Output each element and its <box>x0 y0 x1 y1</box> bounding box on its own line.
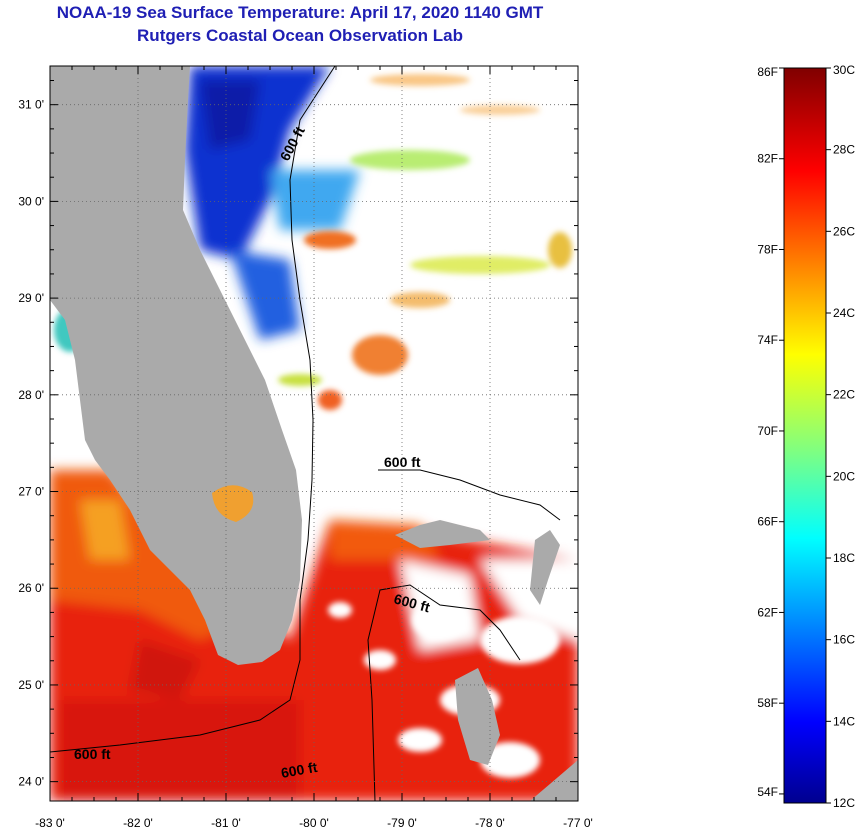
land <box>50 66 578 801</box>
lake-okeechobee <box>212 485 254 522</box>
cold-water-region <box>185 66 360 340</box>
lat-label: 27 0' <box>18 485 44 499</box>
contour-label-600ft: 600 ft <box>280 759 319 781</box>
fahrenheit-label: 58F <box>757 696 778 710</box>
lon-label: -79 0' <box>387 816 417 830</box>
offshore-patches <box>54 74 572 521</box>
fahrenheit-label: 86F <box>757 65 778 79</box>
lat-label: 24 0' <box>18 775 44 789</box>
cuba-coast <box>530 760 578 801</box>
isobath-600ft <box>50 66 561 801</box>
lon-label: -81 0' <box>211 816 241 830</box>
map-subtitle: Rutgers Coastal Ocean Observation Lab <box>137 26 463 45</box>
lat-label: 25 0' <box>18 678 44 692</box>
fahrenheit-label: 66F <box>757 515 778 529</box>
celsius-label: 28C <box>833 143 855 157</box>
celsius-label: 16C <box>833 633 855 647</box>
fahrenheit-label: 54F <box>757 785 778 799</box>
grand-bahama <box>395 520 490 548</box>
colorbar-gradient <box>783 67 827 804</box>
fahrenheit-label: 82F <box>757 152 778 166</box>
celsius-label: 20C <box>833 469 855 483</box>
celsius-label: 26C <box>833 224 855 238</box>
celsius-label: 22C <box>833 388 855 402</box>
map-title: NOAA-19 Sea Surface Temperature: April 1… <box>56 3 544 22</box>
fahrenheit-label: 62F <box>757 605 778 619</box>
colorbar-labels: 30C 28C 26C 24C 22C 20C 18C 16C 14C 12C 86F 82F 78F 7… <box>757 63 855 810</box>
fahrenheit-label: 78F <box>757 242 778 256</box>
lon-label: -83 0' <box>35 816 65 830</box>
contour-label-600ft: 600 ft <box>74 746 111 762</box>
axis-labels: -83 0' -82 0' -81 0' -80 0' -79 0' -78 0' -77 … <box>18 98 592 830</box>
lon-label: -82 0' <box>123 816 153 830</box>
map-frame <box>49 65 579 802</box>
lon-label: -80 0' <box>299 816 329 830</box>
lon-label: -77 0' <box>563 816 593 830</box>
contour-label-600ft: 600 ft <box>384 454 421 470</box>
warm-water-region <box>50 470 578 801</box>
celsius-label: 24C <box>833 306 855 320</box>
abaco-island <box>530 530 560 605</box>
temperature-colorbar: 30C 28C 26C 24C 22C 20C 18C 16C 14C 12C 86F 82F 78F 7… <box>757 63 855 810</box>
lat-label: 28 0' <box>18 388 44 402</box>
celsius-label: 12C <box>833 796 855 810</box>
lat-label: 31 0' <box>18 98 44 112</box>
fahrenheit-label: 70F <box>757 424 778 438</box>
lat-label: 30 0' <box>18 194 44 208</box>
fahrenheit-label: 74F <box>757 333 778 347</box>
lon-label: -78 0' <box>475 816 505 830</box>
lat-lon-grid <box>50 66 578 801</box>
sst-field <box>50 66 578 801</box>
lat-label: 29 0' <box>18 291 44 305</box>
celsius-label: 14C <box>833 714 855 728</box>
lat-label: 26 0' <box>18 581 44 595</box>
celsius-label: 18C <box>833 551 855 565</box>
celsius-label: 30C <box>833 63 855 77</box>
andros-island <box>455 668 500 765</box>
